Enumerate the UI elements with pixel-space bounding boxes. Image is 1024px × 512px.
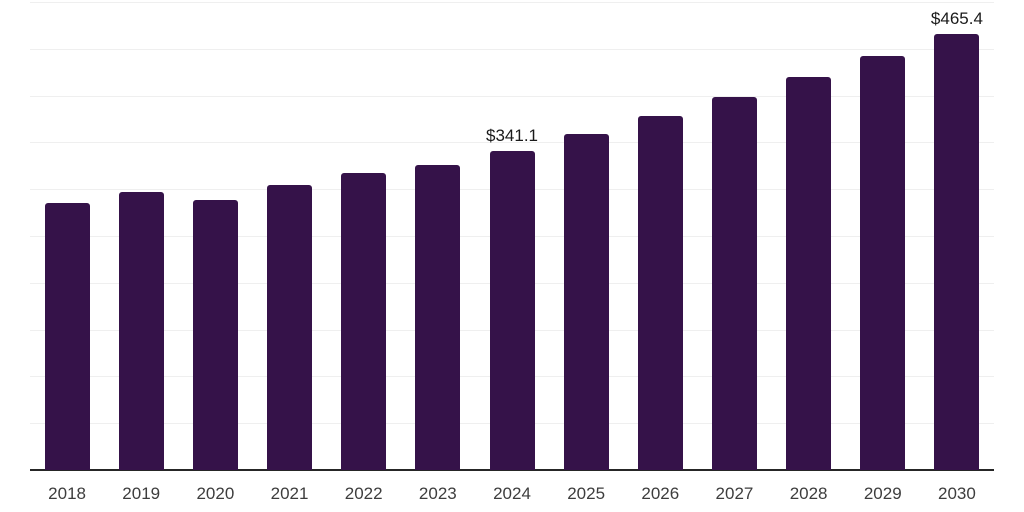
x-tick-2025: 2025: [567, 484, 606, 503]
bar-2019: [118, 192, 164, 470]
bar-2029: [860, 56, 906, 470]
grid-line-350: [30, 142, 994, 144]
x-tick-2021: 2021: [270, 484, 309, 503]
x-tick-2018: 2018: [48, 484, 86, 503]
x-tick-2019: 2019: [122, 484, 161, 503]
bar-2020: [192, 199, 238, 470]
bar-2030: [934, 34, 980, 470]
bar-2021: [267, 185, 313, 470]
x-tick-2026: 2026: [641, 484, 680, 503]
bar-2026: [637, 115, 683, 470]
x-tick-2022: 2022: [344, 484, 383, 503]
grid-line-500: [30, 2, 994, 3]
x-axis-line: [30, 469, 994, 471]
data-label-2030: $465.4: [930, 9, 983, 29]
x-tick-2023: 2023: [418, 484, 457, 503]
bar-2024: [489, 150, 535, 470]
x-tick-2028: 2028: [789, 484, 828, 503]
x-tick-2020: 2020: [196, 484, 235, 503]
x-tick-2027: 2027: [715, 484, 754, 503]
grid-line-400: [30, 95, 994, 97]
bar-2023: [415, 164, 461, 470]
bar-2028: [786, 77, 832, 470]
x-tick-2024: 2024: [493, 484, 531, 503]
x-tick-2030: 2030: [938, 484, 976, 503]
bar-2027: [711, 96, 757, 470]
bar-2022: [341, 172, 387, 470]
grid-line-450: [30, 48, 994, 50]
x-tick-2029: 2029: [863, 484, 902, 503]
bar-2025: [563, 133, 609, 470]
bar-2018: [44, 202, 90, 470]
data-label-2024: $341.1: [486, 125, 538, 145]
